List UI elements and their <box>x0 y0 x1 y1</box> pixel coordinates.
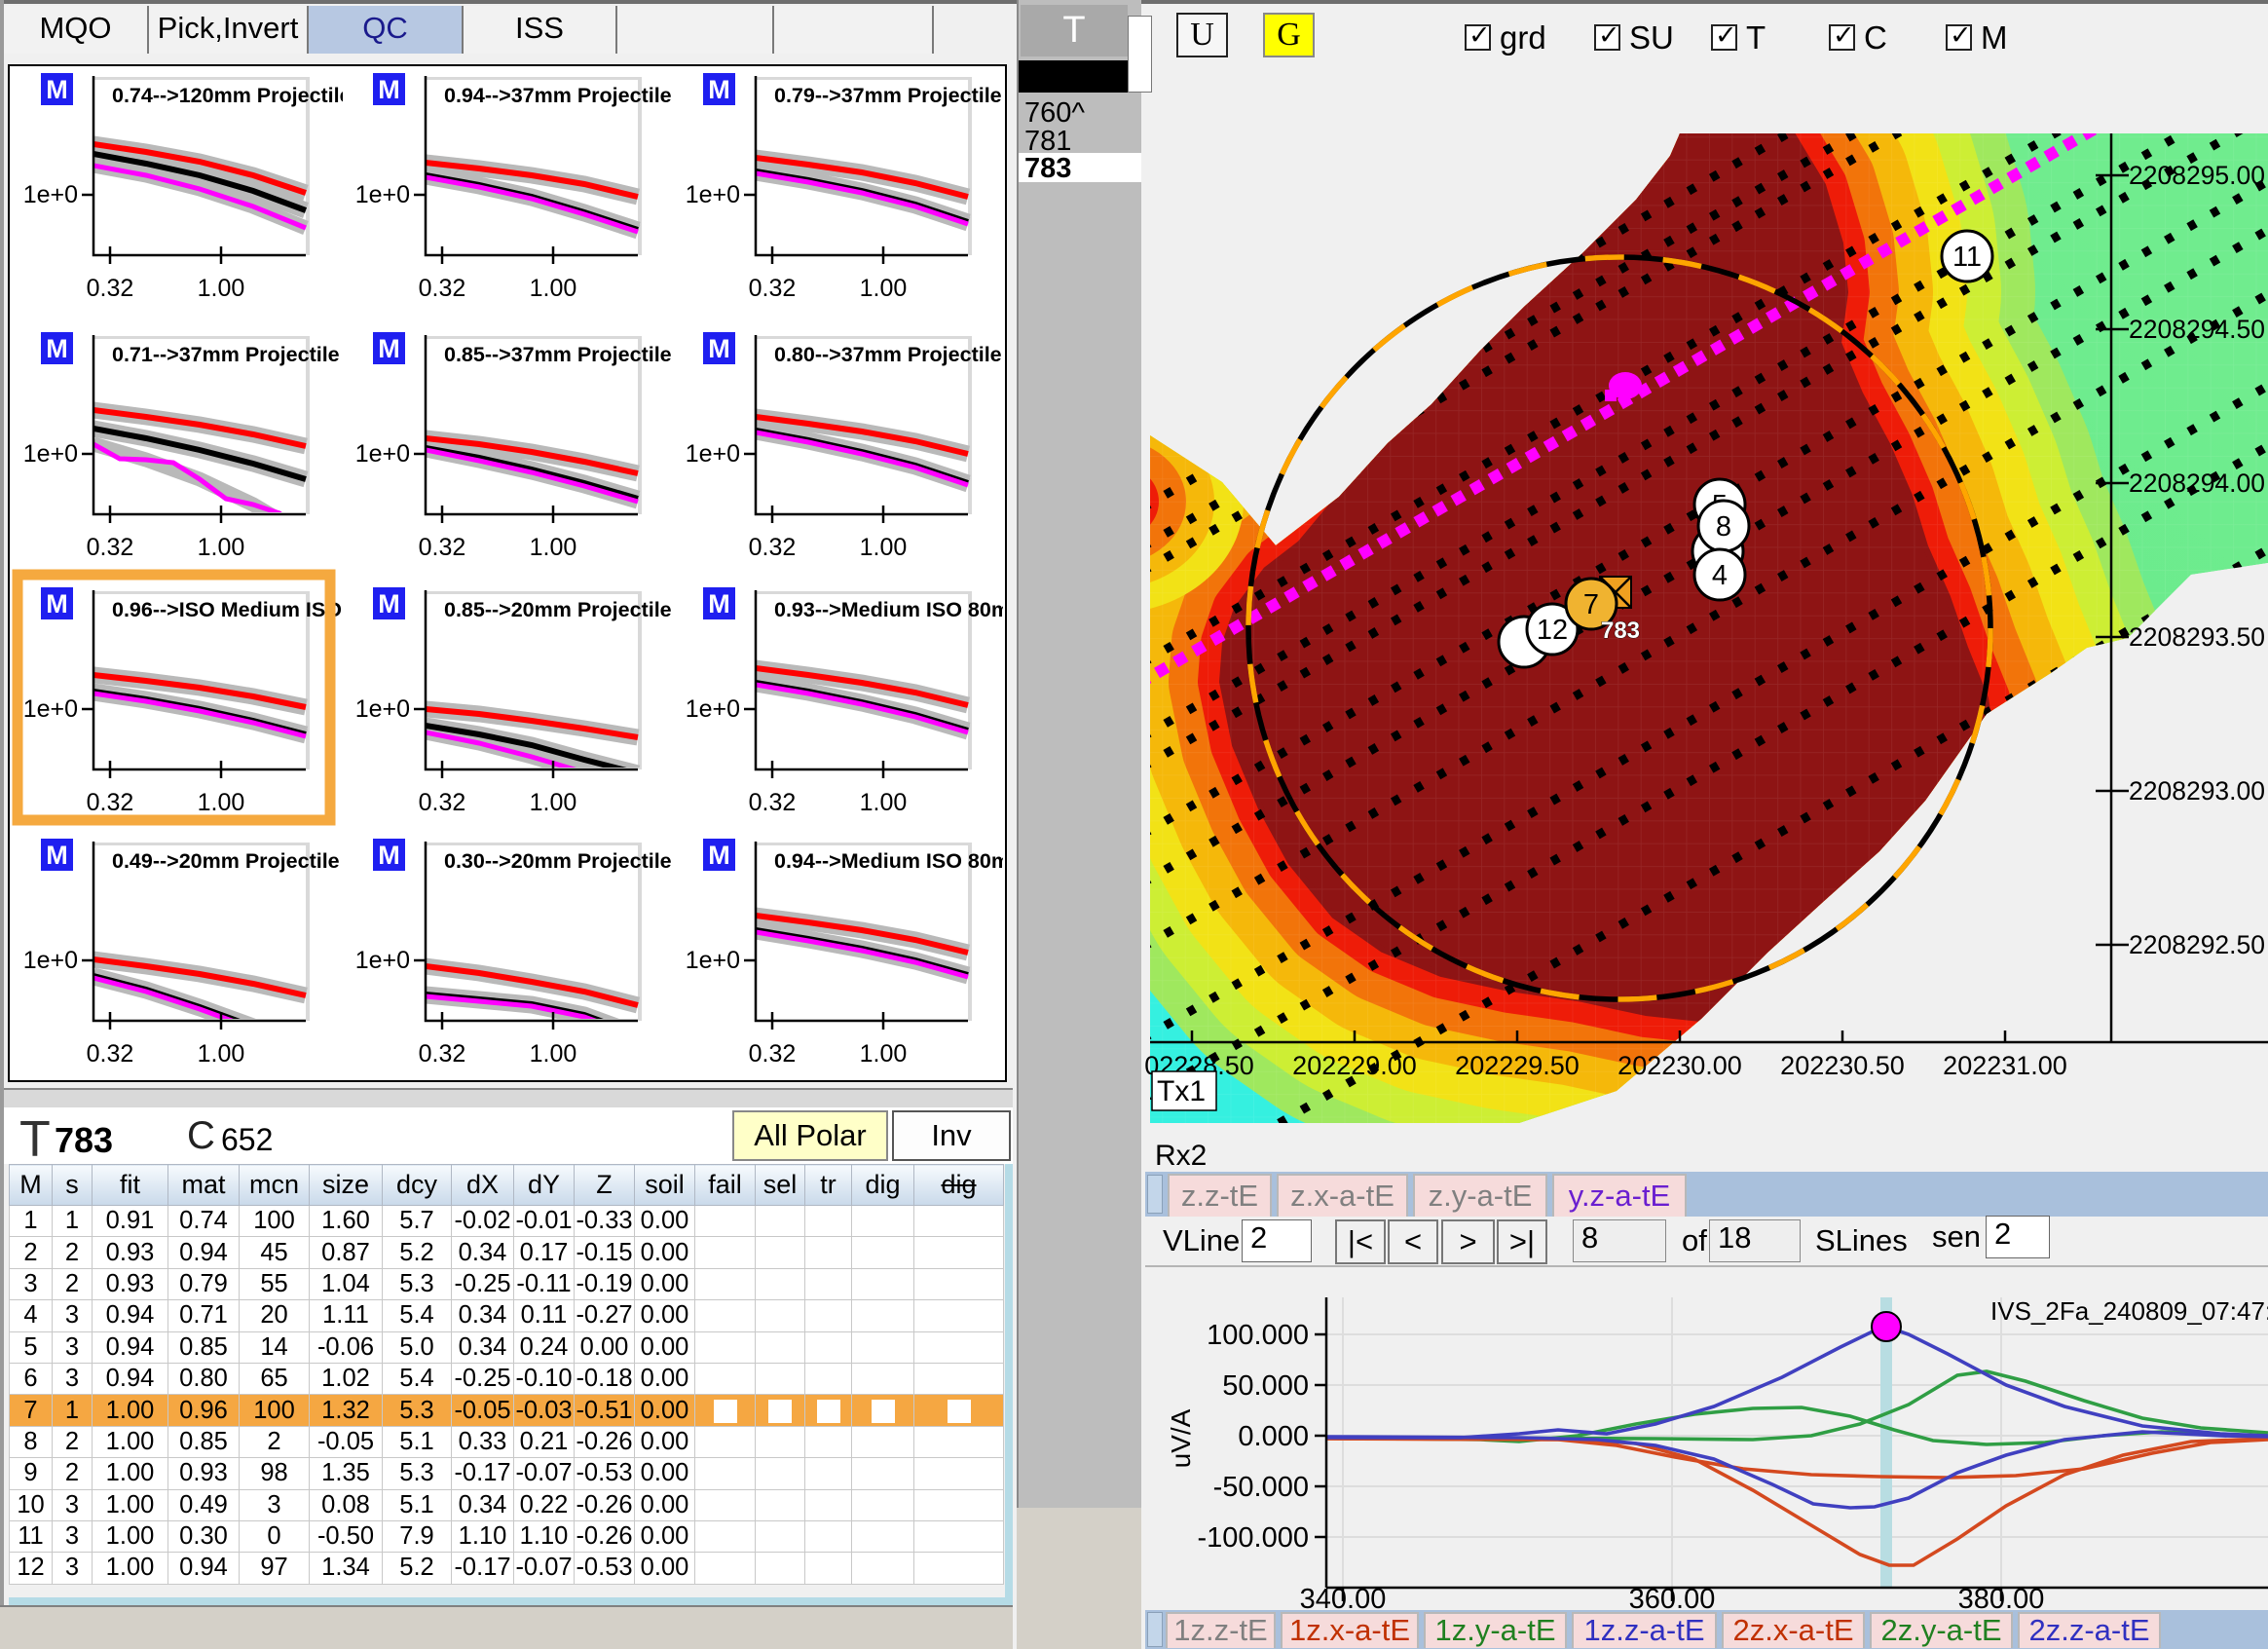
svg-text:0.93-->Medium ISO 80mm: 0.93-->Medium ISO 80mm <box>774 598 1013 621</box>
svg-text:M: M <box>708 334 730 363</box>
svg-text:202230.50: 202230.50 <box>1780 1051 1905 1080</box>
svg-text:360.00: 360.00 <box>1629 1584 1716 1615</box>
svg-text:340.00: 340.00 <box>1300 1584 1387 1615</box>
svg-text:IVS_2Fa_240809_07:47:02: IVS_2Fa_240809_07:47:02 <box>1990 1296 2268 1326</box>
svg-text:-50.000: -50.000 <box>1213 1472 1309 1503</box>
svg-text:0.32: 0.32 <box>419 1040 466 1068</box>
svg-text:0.32: 0.32 <box>749 1040 797 1068</box>
svg-text:202229.00: 202229.00 <box>1292 1051 1417 1080</box>
svg-text:M: M <box>708 589 730 618</box>
svg-text:2208294.00: 2208294.00 <box>2129 468 2265 498</box>
svg-text:0.32: 0.32 <box>419 789 466 816</box>
svg-text:1e+0: 1e+0 <box>355 181 410 208</box>
svg-text:0.80-->37mm Projectile: 0.80-->37mm Projectile <box>774 343 1002 366</box>
svg-text:1.00: 1.00 <box>530 789 577 816</box>
svg-text:M: M <box>378 589 400 618</box>
svg-text:0.49-->20mm Projectile: 0.49-->20mm Projectile <box>112 849 340 873</box>
svg-text:1.00: 1.00 <box>530 534 577 561</box>
svg-text:0.79-->37mm Projectile: 0.79-->37mm Projectile <box>774 84 1002 107</box>
svg-text:783: 783 <box>1601 618 1640 644</box>
svg-text:1e+0: 1e+0 <box>686 440 740 468</box>
svg-text:2208292.50: 2208292.50 <box>2129 930 2265 959</box>
svg-text:0.32: 0.32 <box>749 789 797 816</box>
svg-text:8: 8 <box>1716 511 1731 543</box>
svg-text:1e+0: 1e+0 <box>686 695 740 723</box>
svg-text:4: 4 <box>1712 560 1728 591</box>
svg-text:1e+0: 1e+0 <box>23 695 78 723</box>
svg-text:Tx1: Tx1 <box>1157 1075 1206 1107</box>
svg-text:2208294.50: 2208294.50 <box>2129 315 2265 344</box>
svg-text:380.00: 380.00 <box>1958 1584 2045 1615</box>
svg-text:uV/A: uV/A <box>1166 1408 1196 1468</box>
svg-text:0.71-->37mm Projectile: 0.71-->37mm Projectile <box>112 343 340 366</box>
svg-text:0.94-->Medium ISO 80mm: 0.94-->Medium ISO 80mm <box>774 849 1013 873</box>
svg-text:M: M <box>46 841 68 870</box>
svg-text:1e+0: 1e+0 <box>686 947 740 974</box>
svg-text:1e+0: 1e+0 <box>355 695 410 723</box>
svg-text:0.30-->20mm Projectile: 0.30-->20mm Projectile <box>444 849 672 873</box>
svg-text:1.00: 1.00 <box>198 534 245 561</box>
svg-text:202231.00: 202231.00 <box>1943 1051 2067 1080</box>
svg-text:M: M <box>46 589 68 618</box>
svg-text:7: 7 <box>1583 589 1599 620</box>
svg-text:1.00: 1.00 <box>860 275 908 302</box>
svg-text:202230.00: 202230.00 <box>1617 1051 1742 1080</box>
svg-text:11: 11 <box>1952 242 1982 273</box>
svg-text:0.32: 0.32 <box>419 534 466 561</box>
svg-text:0.32: 0.32 <box>419 275 466 302</box>
svg-text:M: M <box>378 75 400 104</box>
svg-text:1.00: 1.00 <box>530 275 577 302</box>
svg-text:1.00: 1.00 <box>530 1040 577 1068</box>
svg-text:Rx2: Rx2 <box>1155 1140 1207 1172</box>
svg-text:M: M <box>378 334 400 363</box>
svg-text:0.000: 0.000 <box>1238 1421 1309 1452</box>
svg-text:1e+0: 1e+0 <box>23 440 78 468</box>
svg-text:0.32: 0.32 <box>87 789 134 816</box>
svg-text:0.32: 0.32 <box>749 275 797 302</box>
svg-text:0.32: 0.32 <box>749 534 797 561</box>
svg-text:1e+0: 1e+0 <box>355 947 410 974</box>
svg-text:M: M <box>46 334 68 363</box>
svg-text:2208295.00: 2208295.00 <box>2129 161 2265 190</box>
svg-text:0.96-->ISO Medium ISO Cali: 0.96-->ISO Medium ISO Cali <box>112 598 386 621</box>
svg-text:2208293.00: 2208293.00 <box>2129 776 2265 806</box>
svg-text:1e+0: 1e+0 <box>686 181 740 208</box>
svg-text:1.00: 1.00 <box>198 1040 245 1068</box>
svg-text:12: 12 <box>1537 615 1568 646</box>
svg-text:-100.000: -100.000 <box>1198 1522 1310 1554</box>
svg-text:0.85-->37mm Projectile: 0.85-->37mm Projectile <box>444 343 672 366</box>
svg-text:M: M <box>46 75 68 104</box>
svg-text:M: M <box>708 75 730 104</box>
svg-text:1.00: 1.00 <box>198 275 245 302</box>
svg-text:0.32: 0.32 <box>87 534 134 561</box>
svg-text:0.32: 0.32 <box>87 1040 134 1068</box>
svg-text:202229.50: 202229.50 <box>1455 1051 1580 1080</box>
svg-text:100.000: 100.000 <box>1207 1320 1309 1351</box>
svg-text:0.85-->20mm Projectile: 0.85-->20mm Projectile <box>444 598 672 621</box>
svg-text:0.32: 0.32 <box>87 275 134 302</box>
svg-text:1e+0: 1e+0 <box>23 181 78 208</box>
svg-text:1.00: 1.00 <box>860 789 908 816</box>
svg-text:1.00: 1.00 <box>860 534 908 561</box>
svg-text:0.74-->120mm Projectile: 0.74-->120mm Projectile <box>112 84 352 107</box>
svg-text:1.00: 1.00 <box>860 1040 908 1068</box>
svg-text:50.000: 50.000 <box>1222 1370 1309 1402</box>
svg-text:1e+0: 1e+0 <box>355 440 410 468</box>
svg-text:0.94-->37mm Projectile: 0.94-->37mm Projectile <box>444 84 672 107</box>
svg-text:1e+0: 1e+0 <box>23 947 78 974</box>
svg-text:M: M <box>378 841 400 870</box>
svg-text:1.00: 1.00 <box>198 789 245 816</box>
svg-text:2208293.50: 2208293.50 <box>2129 622 2265 652</box>
svg-text:M: M <box>708 841 730 870</box>
